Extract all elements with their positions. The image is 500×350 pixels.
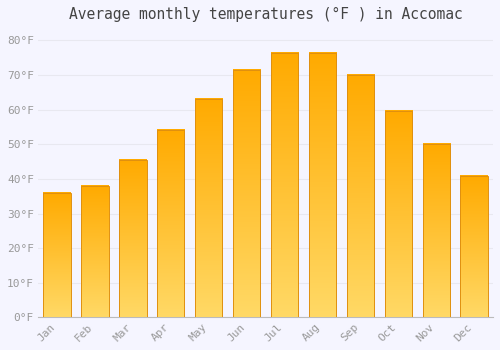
Bar <box>119 160 146 317</box>
Bar <box>384 111 412 317</box>
Bar <box>157 131 184 317</box>
Bar <box>422 144 450 317</box>
Bar <box>233 70 260 317</box>
Title: Average monthly temperatures (°F ) in Accomac: Average monthly temperatures (°F ) in Ac… <box>68 7 462 22</box>
Bar <box>195 99 222 317</box>
Bar <box>44 193 70 317</box>
Bar <box>271 52 298 317</box>
Bar <box>346 75 374 317</box>
Bar <box>309 52 336 317</box>
Bar <box>82 186 108 317</box>
Bar <box>460 175 487 317</box>
